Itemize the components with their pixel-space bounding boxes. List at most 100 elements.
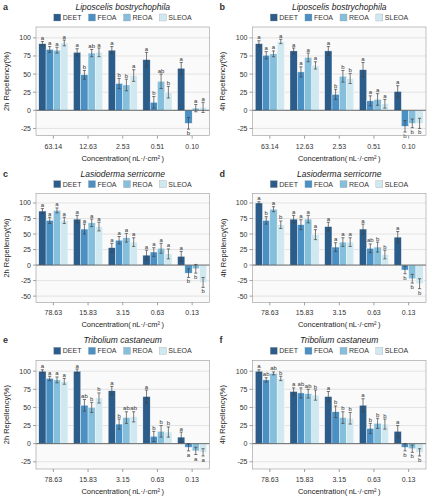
error-bar — [76, 215, 79, 222]
error-line — [56, 47, 57, 53]
error-cap — [383, 429, 386, 430]
significance-letter: b — [418, 129, 422, 135]
bar — [73, 219, 80, 265]
significance-letter: ab — [367, 237, 374, 243]
letter-labels: aaaaabaaabbaaabbbaabb — [257, 195, 422, 295]
error-cap — [341, 423, 344, 424]
significance-letter: a — [63, 372, 67, 378]
error-cap — [292, 387, 295, 388]
significance-letter: a — [63, 34, 67, 40]
bar — [270, 209, 277, 265]
error-line — [181, 251, 182, 261]
x-tick — [192, 302, 193, 305]
significance-letter: b — [194, 274, 198, 280]
y-tick-label: 0 — [27, 107, 31, 114]
x-tick — [53, 136, 54, 139]
significance-letter: b — [187, 278, 191, 284]
significance-letter: a — [145, 384, 149, 390]
bar — [39, 44, 46, 111]
bar — [325, 397, 332, 444]
legend-swatch — [270, 14, 277, 21]
error-cap — [292, 53, 295, 54]
error-bar — [180, 251, 183, 261]
error-cap — [327, 230, 330, 231]
grid-line — [36, 280, 210, 281]
error-line — [419, 118, 420, 128]
legend-item: REOA — [340, 347, 369, 354]
significance-letter: ab — [123, 405, 130, 411]
x-axis-label: Concentration( nL·/·cm² ) — [81, 320, 164, 329]
error-bar — [299, 388, 302, 398]
title: Tribolium castaneum — [300, 335, 378, 345]
error-cap — [180, 432, 183, 433]
significance-letter: a — [257, 34, 261, 40]
significance-letter: a — [48, 40, 52, 46]
panel: -50-250255075100aaaaabaaabbaaabbbaabb78.… — [219, 169, 427, 330]
error-line — [258, 370, 259, 373]
bar — [325, 51, 332, 110]
error-cap — [314, 69, 317, 70]
error-bar — [383, 99, 386, 108]
significance-letter: a — [376, 87, 380, 93]
error-cap — [110, 252, 113, 253]
plot-frame — [253, 27, 427, 136]
error-cap — [299, 66, 302, 67]
error-line — [293, 48, 294, 54]
letter-labels: aaaaaabbbbaabbabaaaaba — [41, 34, 206, 137]
x-tick-label: 78.63 — [261, 476, 279, 483]
error-cap — [403, 120, 406, 121]
error-line — [153, 97, 154, 109]
error-cap — [272, 211, 275, 212]
error-bar — [314, 390, 317, 400]
error-cap — [76, 222, 79, 223]
error-cap — [90, 56, 93, 57]
error-cap — [63, 384, 66, 385]
error-line — [280, 221, 281, 228]
x-tick-label: 0.10 — [185, 143, 199, 150]
error-bar — [396, 232, 399, 243]
bar — [305, 57, 312, 110]
error-line — [153, 431, 154, 441]
error-bar — [411, 445, 414, 452]
y-tick-label: 75 — [240, 52, 248, 59]
error-bar — [167, 86, 170, 98]
error-bar — [132, 70, 135, 82]
plot-frame — [36, 360, 210, 469]
zero-line — [253, 110, 427, 111]
legend-swatch — [54, 181, 61, 188]
y-tick — [33, 389, 36, 390]
y-tick — [250, 389, 253, 390]
significance-letter: a — [187, 452, 191, 458]
plot-frame — [253, 194, 427, 303]
legend-item: SLEOA — [376, 14, 409, 21]
letter-labels: aaaaaababbbbababbbbbbbbb — [257, 363, 422, 463]
error-bar — [118, 78, 121, 88]
error-cap — [369, 433, 372, 434]
x-tick-label: 0.51 — [151, 143, 165, 150]
error-cap — [132, 237, 135, 238]
error-cap — [152, 256, 155, 257]
x-tick-label: 12.63 — [296, 143, 314, 150]
y-tick-label: 100 — [236, 199, 248, 206]
error-bar — [327, 47, 330, 56]
x-tick-label: 3.15 — [332, 309, 346, 316]
legend-swatch — [376, 181, 383, 188]
error-bar — [403, 444, 406, 451]
bar — [108, 50, 115, 110]
error-cap — [145, 390, 148, 391]
significance-letter: a — [145, 46, 149, 52]
legend: DEETFEOAREOASLEOA — [270, 347, 408, 354]
marks — [39, 40, 207, 129]
error-line — [64, 40, 65, 46]
grid-line — [36, 461, 210, 462]
y-tick-label: 50 — [23, 71, 31, 78]
error-cap — [257, 46, 260, 47]
significance-letter: ab — [270, 365, 277, 371]
significance-letter: b — [418, 457, 422, 463]
error-cap — [369, 423, 372, 424]
error-line — [84, 70, 85, 79]
legend-swatch — [88, 181, 95, 188]
legend-item: SLEOA — [159, 181, 192, 188]
significance-letter: a — [117, 230, 121, 236]
error-cap — [90, 412, 93, 413]
